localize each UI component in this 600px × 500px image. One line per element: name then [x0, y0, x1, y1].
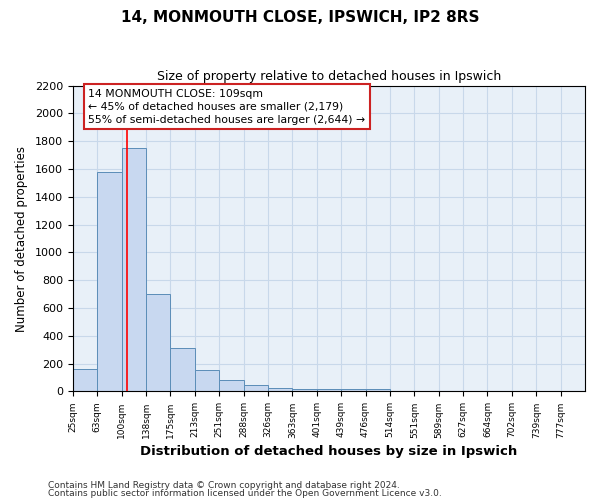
Text: 14 MONMOUTH CLOSE: 109sqm
← 45% of detached houses are smaller (2,179)
55% of se: 14 MONMOUTH CLOSE: 109sqm ← 45% of detac… — [88, 88, 365, 125]
Bar — [97, 172, 122, 392]
Bar — [195, 370, 219, 392]
Bar — [73, 369, 97, 392]
Title: Size of property relative to detached houses in Ipswich: Size of property relative to detached ho… — [157, 70, 501, 83]
Bar — [244, 385, 268, 392]
Y-axis label: Number of detached properties: Number of detached properties — [15, 146, 28, 332]
Text: 14, MONMOUTH CLOSE, IPSWICH, IP2 8RS: 14, MONMOUTH CLOSE, IPSWICH, IP2 8RS — [121, 10, 479, 25]
Bar — [146, 294, 170, 392]
Bar — [268, 388, 292, 392]
Bar — [341, 388, 365, 392]
Bar — [292, 388, 317, 392]
Text: Contains HM Land Registry data © Crown copyright and database right 2024.: Contains HM Land Registry data © Crown c… — [48, 480, 400, 490]
X-axis label: Distribution of detached houses by size in Ipswich: Distribution of detached houses by size … — [140, 444, 518, 458]
Bar — [317, 390, 341, 392]
Text: Contains public sector information licensed under the Open Government Licence v3: Contains public sector information licen… — [48, 489, 442, 498]
Bar — [122, 148, 146, 392]
Bar — [219, 380, 244, 392]
Bar — [365, 390, 390, 392]
Bar — [170, 348, 195, 392]
